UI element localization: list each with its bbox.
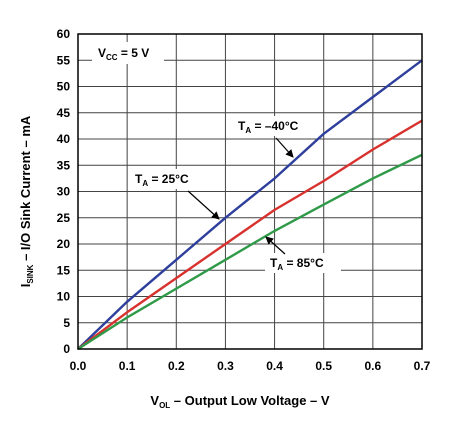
annotation-85-background xyxy=(265,253,341,273)
y-tick-label: 5 xyxy=(63,316,70,330)
annotation-85: TA = 85°C xyxy=(265,236,341,273)
series-label-25: TA = 25°C xyxy=(135,172,189,188)
annotation-arrow-85 xyxy=(265,236,286,255)
y-tick-label: 45 xyxy=(57,106,71,120)
plot-frame xyxy=(77,33,423,350)
y-tick-label: 35 xyxy=(57,158,71,172)
x-axis-title: VOL – Output Low Voltage – V xyxy=(150,393,329,410)
series-line-85 xyxy=(77,153,423,351)
series-label-minus40: TA = –40°C xyxy=(238,119,299,135)
series-line-minus40 xyxy=(77,59,423,350)
y-tick-label: 55 xyxy=(57,53,71,67)
x-tick-label: 0.3 xyxy=(217,359,234,373)
grid xyxy=(77,33,423,350)
annotation-25: TA = 25°C xyxy=(130,169,220,220)
annotation-25-background xyxy=(130,169,206,189)
series-line-25 xyxy=(77,119,423,350)
y-tick-label: 50 xyxy=(57,80,71,94)
condition-label: VCC = 5 V xyxy=(98,46,149,62)
y-tick-label: 0 xyxy=(63,342,70,356)
condition-label-background xyxy=(92,42,164,64)
x-tick-label: 0.0 xyxy=(70,359,87,373)
annotation-minus40: TA = –40°C xyxy=(232,116,312,158)
x-tick-label: 0.1 xyxy=(119,359,136,373)
x-tick-labels: 0.0 0.1 0.2 0.3 0.4 0.5 0.6 0.7 xyxy=(70,359,431,373)
y-tick-label: 10 xyxy=(57,290,71,304)
x-tick-label: 0.7 xyxy=(414,359,431,373)
y-tick-label: 25 xyxy=(57,211,71,225)
annotation-arrow-25 xyxy=(187,190,220,220)
series-lines xyxy=(77,59,423,351)
y-axis-title: ISINK – I/O Sink Current – mA xyxy=(18,115,35,287)
x-tick-label: 0.6 xyxy=(365,359,382,373)
series-label-85: TA = 85°C xyxy=(270,256,324,272)
y-tick-label: 60 xyxy=(57,27,71,41)
x-tick-label: 0.5 xyxy=(315,359,332,373)
annotation-minus40-background xyxy=(232,116,312,136)
y-tick-label: 15 xyxy=(57,263,71,277)
y-tick-label: 20 xyxy=(57,237,71,251)
x-tick-label: 0.2 xyxy=(168,359,185,373)
x-tick-label: 0.4 xyxy=(266,359,283,373)
y-tick-label: 40 xyxy=(57,132,71,146)
y-tick-label: 30 xyxy=(57,185,71,199)
annotation-arrow-minus40 xyxy=(275,137,294,158)
y-tick-labels: 0 5 10 15 20 25 30 35 40 45 50 55 60 xyxy=(57,27,71,356)
